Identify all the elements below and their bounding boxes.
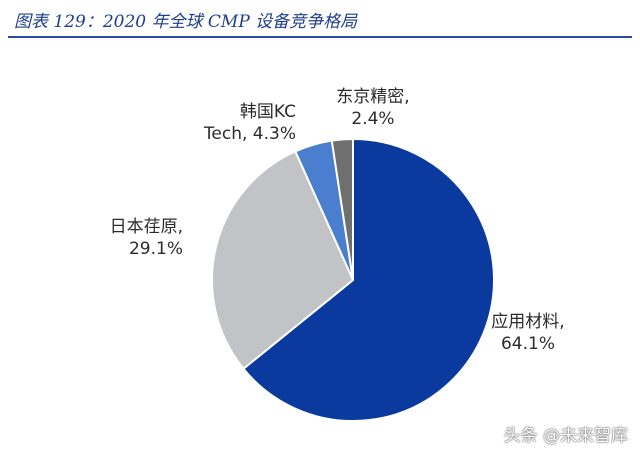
slice-label: 韩国KC Tech, 4.3% <box>203 102 296 144</box>
pie-slice <box>211 150 355 371</box>
watermark: 头条 @未来智库 <box>503 426 628 446</box>
pie-slice <box>242 137 495 422</box>
slice-label: 东京精密, 2.4% <box>336 87 409 129</box>
title-divider <box>8 36 632 38</box>
slice-label-line: 29.1% <box>129 239 183 259</box>
slice-label-line: 韩国KC <box>240 102 296 122</box>
slice-label: 应用材料, 64.1% <box>491 312 564 354</box>
slice-label: 日本荏原, 29.1% <box>110 217 183 259</box>
pie-slice <box>330 137 354 281</box>
slice-label-line: 64.1% <box>501 334 555 354</box>
slice-label-line: Tech, 4.3% <box>203 124 296 144</box>
slice-label-line: 应用材料, <box>491 312 564 332</box>
slice-label-line: 东京精密, <box>336 87 409 107</box>
slice-label-line: 2.4% <box>351 109 394 129</box>
figure-title: 图表 129：2020 年全球 CMP 设备竞争格局 <box>14 12 358 32</box>
slice-label-line: 日本荏原, <box>110 217 183 237</box>
